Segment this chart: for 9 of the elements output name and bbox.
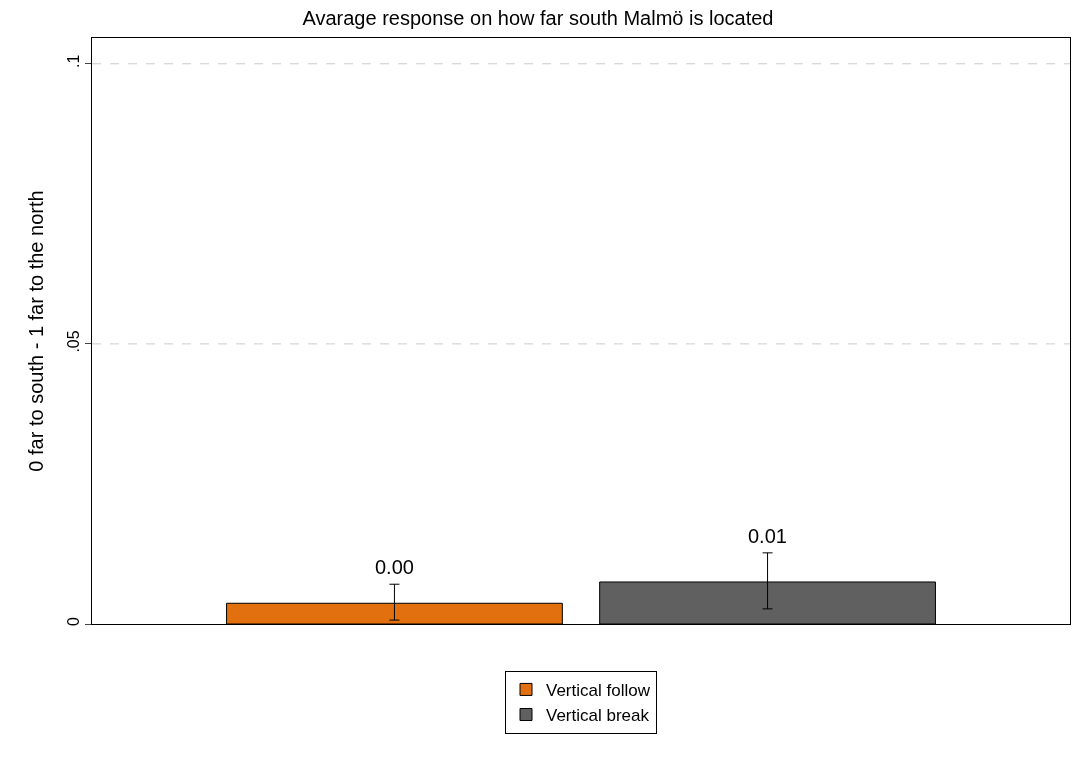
y-tick-label: .05 xyxy=(64,330,82,353)
legend-label: Vertical break xyxy=(546,706,650,726)
y-tick-label: .1 xyxy=(64,54,82,69)
chart-title: Avarage response on how far south Malmö is located xyxy=(302,7,774,30)
y-tick-label: 0 xyxy=(64,617,82,627)
y-axis-title: 0 far to south - 1 far to the north xyxy=(25,190,48,472)
data-label: 0.01 xyxy=(748,525,787,547)
legend-label: Vertical follow xyxy=(546,681,651,701)
data-label: 0.00 xyxy=(375,556,414,578)
